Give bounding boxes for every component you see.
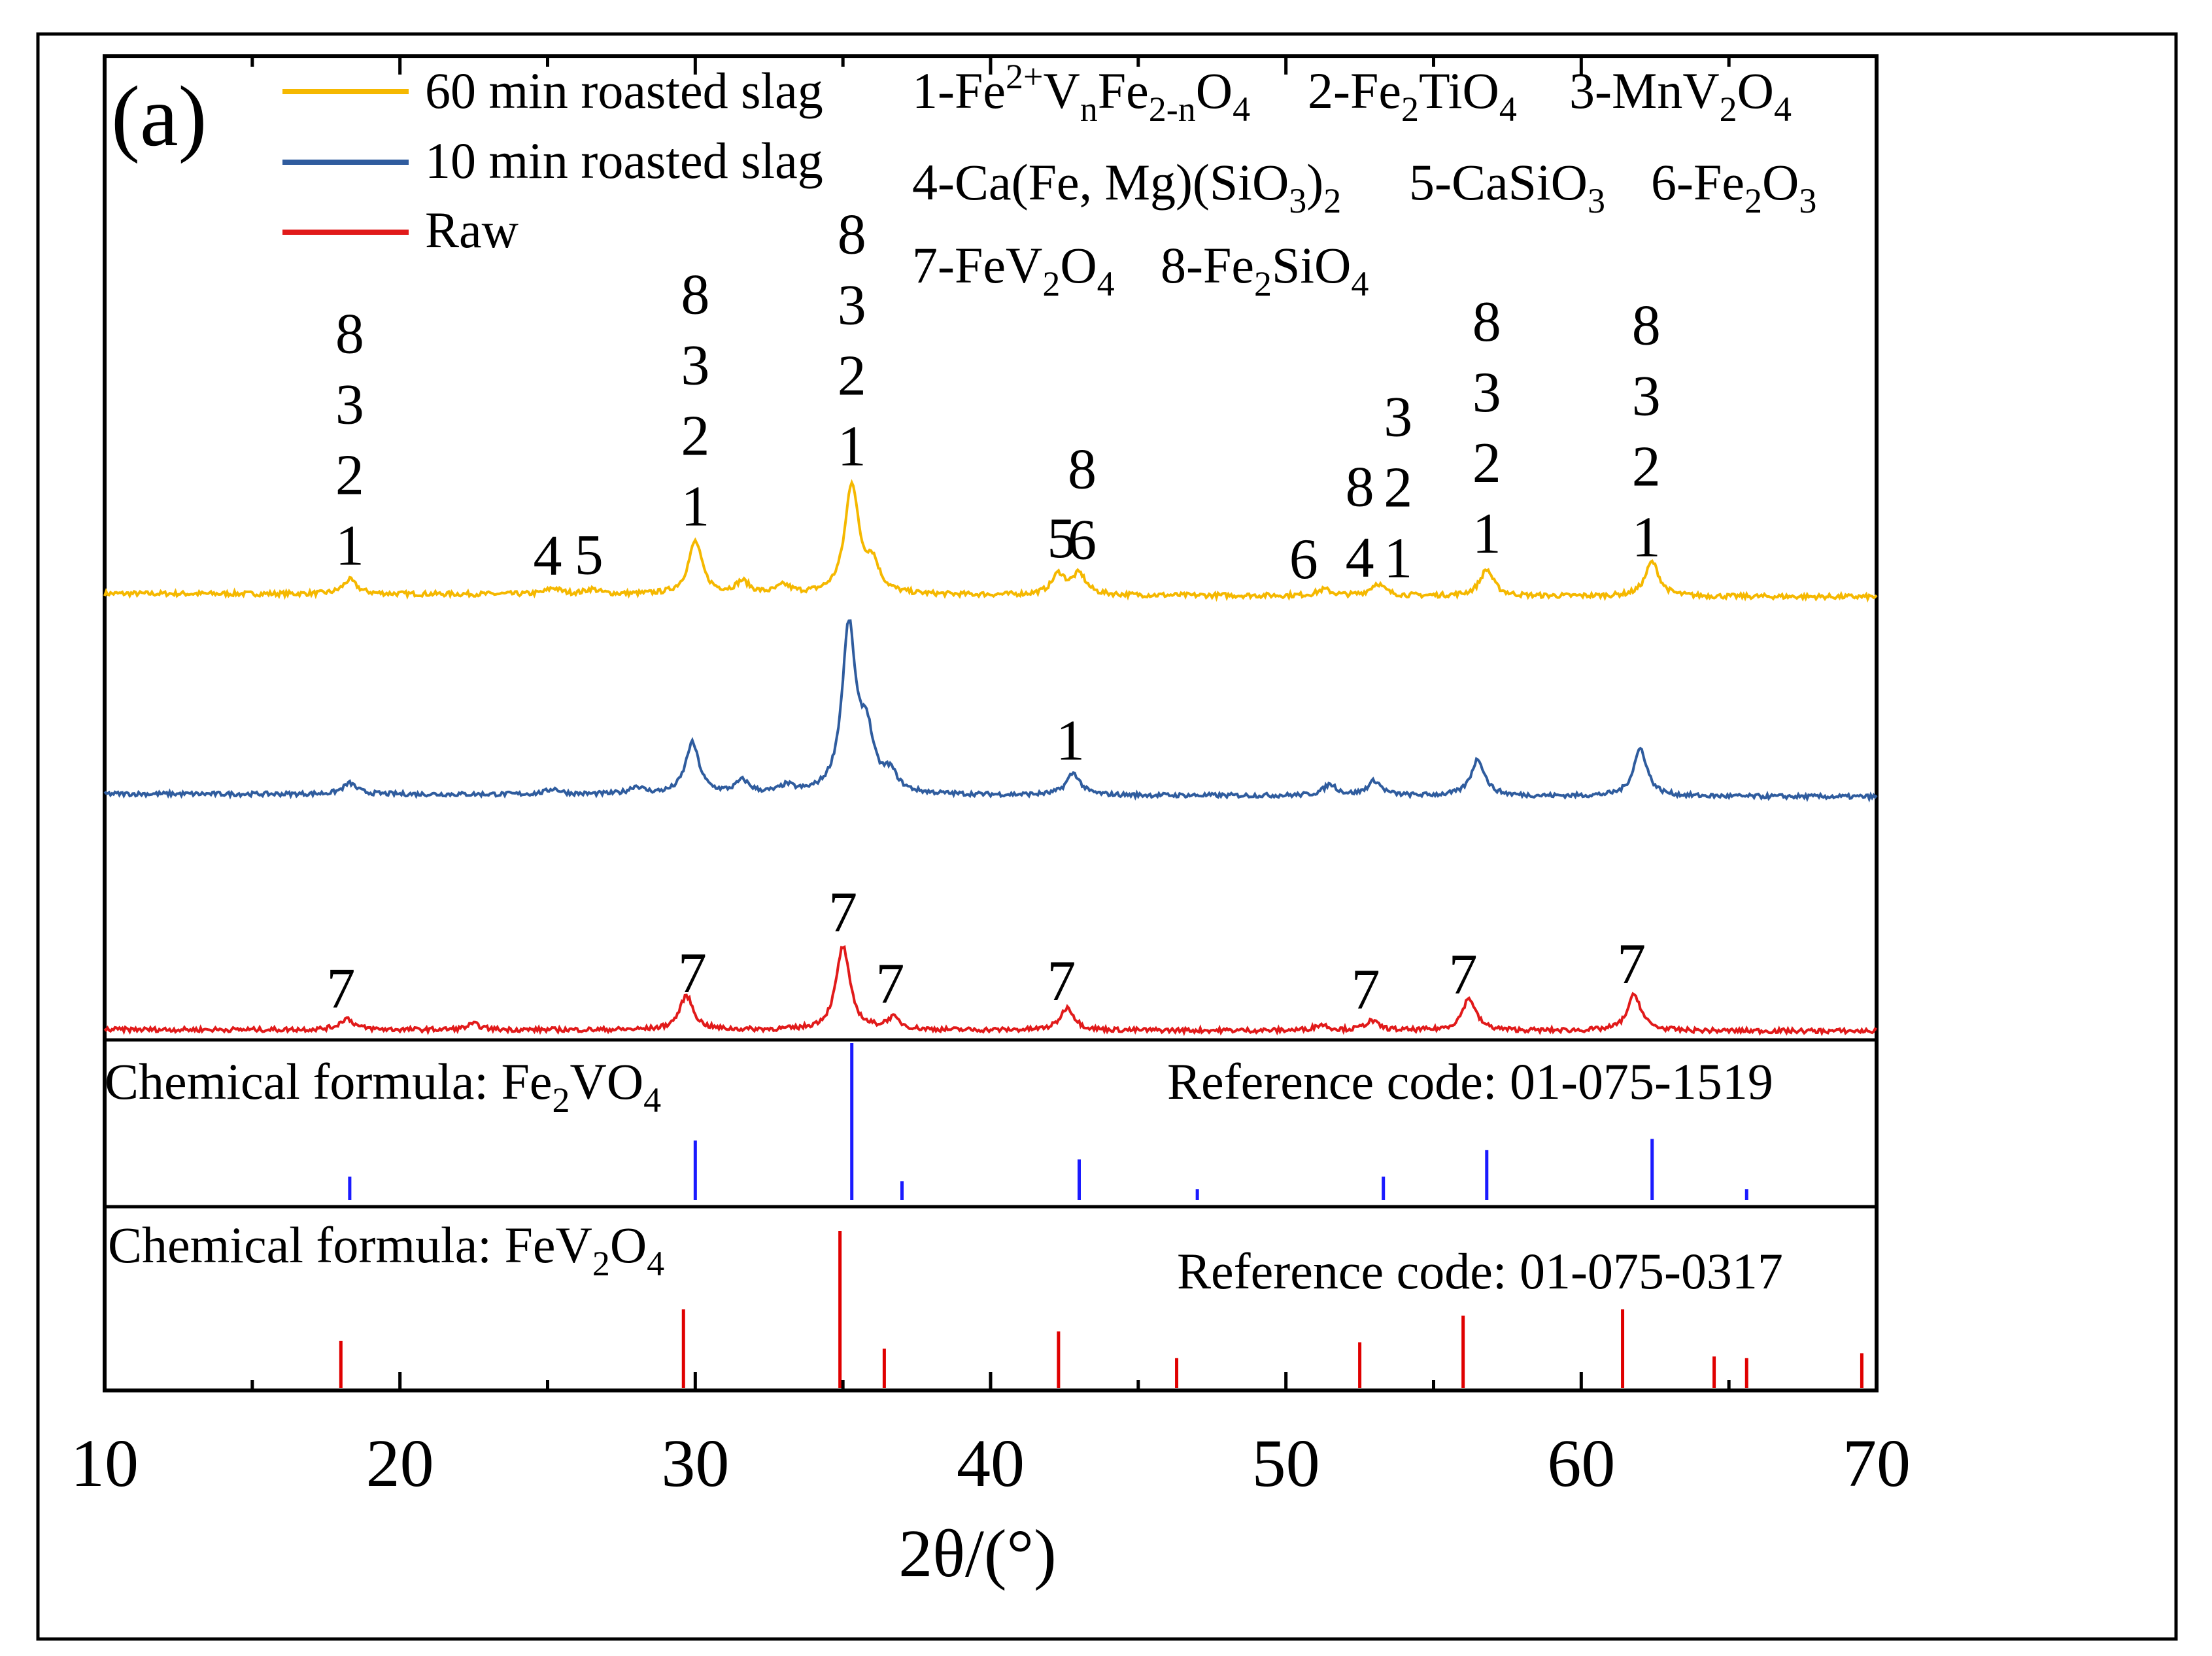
peak-label-6-1: 6 (1068, 508, 1097, 572)
peak-label-0-2: 2 (335, 444, 364, 508)
peak-label-8-1: 4 (1346, 526, 1374, 589)
x-axis: 10 20 30 40 50 60 70 (71, 56, 1911, 1501)
peak-label-3-1: 3 (681, 334, 709, 398)
peak-label-3-0: 8 (681, 264, 709, 327)
peak-label-4-2: 2 (838, 345, 866, 408)
legend-label-10min: 10 min roasted slag (425, 132, 823, 189)
peak-label-14-0: 7 (678, 942, 707, 1005)
ref2-formula: Chemical formula: FeV2O4 (108, 1216, 664, 1283)
peak-label-10-1: 3 (1472, 361, 1501, 424)
peak-label-7-0: 6 (1289, 528, 1318, 591)
series-line-2 (103, 944, 1877, 1037)
peak-label-15-0: 7 (828, 881, 857, 944)
phase-key-item-4: 4-Ca(Fe, Mg)(SiO3)2 (912, 154, 1341, 220)
panel-label: (a) (111, 68, 207, 164)
figure-frame (36, 32, 2178, 1641)
phase-key-item-1: 1-Fe2+VnFe2-nO4 (912, 57, 1250, 129)
peak-label-0-1: 3 (335, 373, 364, 437)
peak-label-10-3: 1 (1472, 502, 1501, 566)
peak-label-3-3: 1 (681, 475, 709, 539)
peak-label-11-3: 1 (1632, 506, 1661, 570)
peak-label-4-0: 8 (838, 203, 866, 267)
peak-label-16-0: 7 (876, 952, 904, 1016)
peak-label-5-0: 5 (1047, 507, 1076, 570)
peak-label-20-0: 7 (1617, 933, 1646, 996)
x-tick-label-40: 40 (957, 1426, 1025, 1501)
series-line-0 (103, 479, 1878, 603)
peak-label-18-0: 7 (1352, 958, 1380, 1022)
peak-label-10-2: 2 (1472, 432, 1501, 495)
peak-label-13-0: 7 (326, 957, 355, 1021)
peak-label-10-0: 8 (1472, 290, 1501, 354)
series-line-1 (103, 619, 1878, 803)
peak-label-11-0: 8 (1632, 294, 1661, 358)
x-tick-label-30: 30 (661, 1426, 729, 1501)
x-tick-label-50: 50 (1252, 1426, 1320, 1501)
legend-label-60min: 60 min roasted slag (425, 62, 823, 119)
legend-label-raw: Raw (425, 201, 519, 258)
peak-label-11-2: 2 (1632, 436, 1661, 499)
peak-label-2-0: 5 (575, 524, 604, 587)
peak-label-19-0: 7 (1449, 943, 1478, 1007)
x-tick-label-20: 20 (366, 1426, 434, 1501)
peak-label-3-2: 2 (681, 405, 709, 468)
peak-label-17-0: 7 (1047, 950, 1076, 1013)
phase-key-item-5: 5-CaSiO3 (1409, 154, 1605, 220)
peak-label-0-3: 1 (335, 515, 364, 578)
legend: 60 min roasted slag 10 min roasted slag … (282, 62, 823, 258)
peak-label-11-1: 3 (1632, 365, 1661, 428)
peak-label-4-3: 1 (838, 415, 866, 479)
phase-key-item-6: 6-Fe2O3 (1651, 154, 1816, 220)
x-tick-label-10: 10 (71, 1426, 139, 1501)
peak-label-9-2: 1 (1384, 526, 1412, 590)
reference-layer (339, 1043, 1863, 1388)
phase-key-item-8: 8-Fe2SiO4 (1161, 237, 1369, 303)
peak-label-4-1: 3 (838, 274, 866, 337)
phase-key: 1-Fe2+VnFe2-nO4 2-Fe2TiO4 3-MnV2O4 4-Ca(… (912, 57, 1816, 303)
ref1-code: Reference code: 01-075-1519 (1167, 1053, 1773, 1110)
peak-label-1-0: 4 (534, 525, 562, 588)
x-tick-label-60: 60 (1547, 1426, 1615, 1501)
phase-key-item-7: 7-FeV2O4 (912, 237, 1115, 303)
phase-key-item-3: 3-MnV2O4 (1569, 62, 1792, 129)
peak-label-9-1: 2 (1384, 456, 1412, 519)
phase-key-item-2: 2-Fe2TiO4 (1308, 62, 1517, 129)
peak-label-9-0: 3 (1384, 385, 1412, 449)
ref1-formula: Chemical formula: Fe2VO4 (105, 1053, 661, 1120)
peak-label-0-0: 8 (335, 303, 364, 366)
peak-label-6-0: 8 (1068, 438, 1097, 501)
series-layer (103, 479, 1878, 1037)
x-axis-label: 2θ/(°) (898, 1516, 1057, 1591)
ref2-code: Reference code: 01-075-0317 (1177, 1243, 1783, 1300)
peak-label-12-0: 1 (1056, 709, 1085, 772)
x-tick-label-70: 70 (1843, 1426, 1911, 1501)
peak-label-8-0: 8 (1346, 455, 1374, 519)
